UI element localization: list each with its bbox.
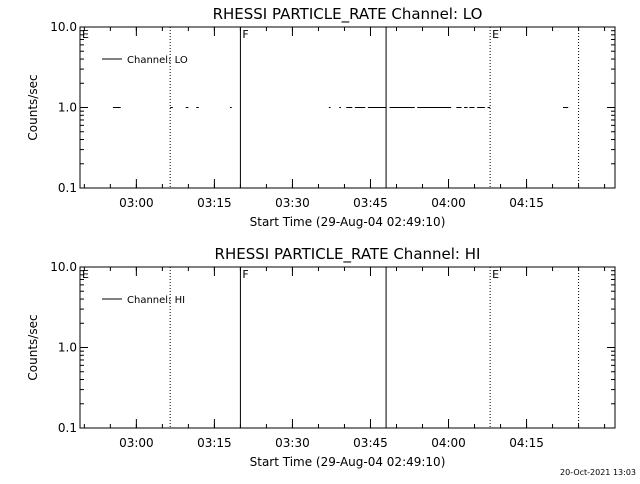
event-marker-label: E xyxy=(82,28,89,41)
x-tick-label: 04:00 xyxy=(431,436,466,450)
x-tick-label: 04:15 xyxy=(509,436,544,450)
x-tick-label: 03:45 xyxy=(353,196,388,210)
y-tick-label: 0.1 xyxy=(58,181,77,195)
y-tick-label: 1.0 xyxy=(58,101,77,115)
lo-channel-panel: RHESSI PARTICLE_RATE Channel: LO 10.0 1.0 0… xyxy=(26,5,616,229)
event-marker-label: E xyxy=(82,268,89,281)
x-tick-label: 03:00 xyxy=(119,196,154,210)
hi-channel-panel: RHESSI PARTICLE_RATE Channel: HI 10.0 1.0 0… xyxy=(26,245,616,469)
event-marker-label: F xyxy=(242,268,248,281)
chart-title: RHESSI PARTICLE_RATE Channel: HI xyxy=(215,245,481,264)
x-tick-label: 03:15 xyxy=(197,436,232,450)
x-axis-label: Start Time (29-Aug-04 02:49:10) xyxy=(250,455,446,469)
x-tick-label: 03:30 xyxy=(275,196,310,210)
plot-frame xyxy=(79,266,616,429)
x-tick-label: 03:00 xyxy=(119,436,154,450)
event-marker-label: E xyxy=(492,28,499,41)
y-axis-label: Counts/sec xyxy=(26,314,40,380)
y-tick-label: 10.0 xyxy=(50,260,77,274)
chart-title: RHESSI PARTICLE_RATE Channel: LO xyxy=(213,5,483,24)
x-tick-label: 03:30 xyxy=(275,436,310,450)
x-tick-label: 04:15 xyxy=(509,196,544,210)
x-tick-label: 04:00 xyxy=(431,196,466,210)
y-tick-label: 0.1 xyxy=(58,421,77,435)
x-tick-label: 03:45 xyxy=(353,436,388,450)
y-tick-label: 10.0 xyxy=(50,20,77,34)
event-marker-label: F xyxy=(242,28,248,41)
y-axis-label: Counts/sec xyxy=(26,74,40,140)
x-tick-label: 03:15 xyxy=(197,196,232,210)
x-axis-label: Start Time (29-Aug-04 02:49:10) xyxy=(250,215,446,229)
y-tick-label: 1.0 xyxy=(58,341,77,355)
generation-timestamp: 20-Oct-2021 13:03 xyxy=(560,468,636,477)
event-marker-label: E xyxy=(492,268,499,281)
legend-entry: Channel: LO xyxy=(127,55,188,66)
legend-entry: Channel: HI xyxy=(127,295,185,306)
